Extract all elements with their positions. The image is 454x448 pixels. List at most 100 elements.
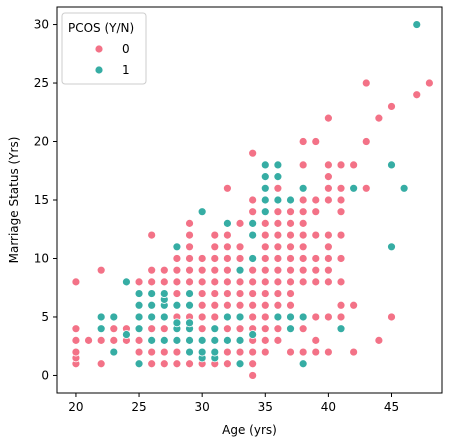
data-point-pcos-0 — [323, 230, 333, 240]
data-point-pcos-0 — [336, 254, 346, 263]
data-point-pcos-0 — [298, 207, 308, 217]
data-point-pcos-0 — [248, 347, 258, 357]
data-point-pcos-0 — [159, 265, 169, 275]
data-point-pcos-0 — [273, 289, 283, 298]
data-point-pcos-0 — [210, 254, 220, 263]
data-point-pcos-1 — [134, 312, 144, 322]
data-point-pcos-1 — [387, 160, 396, 170]
y-axis-label: Marriage Status (Yrs) — [7, 137, 21, 264]
data-point-pcos-0 — [147, 347, 157, 357]
data-point-pcos-1 — [223, 218, 232, 228]
data-point-pcos-0 — [286, 277, 295, 287]
data-point-pcos-1 — [210, 324, 220, 334]
data-point-pcos-0 — [273, 218, 283, 228]
data-point-pcos-1 — [185, 318, 194, 328]
data-point-pcos-0 — [84, 335, 93, 345]
data-point-pcos-0 — [311, 335, 321, 345]
data-point-pcos-1 — [185, 347, 194, 357]
data-point-pcos-1 — [235, 335, 245, 345]
y-axis-ticks: 0 5 10 15 20 25 30 — [34, 18, 57, 382]
legend: PCOS (Y/N) 0 1 — [61, 12, 147, 85]
data-point-pcos-0 — [349, 300, 359, 310]
y-tick-label: 5 — [41, 310, 49, 324]
data-point-pcos-0 — [197, 265, 207, 275]
x-tick-label: 20 — [68, 400, 83, 414]
data-point-pcos-0 — [323, 160, 333, 170]
data-point-pcos-0 — [311, 230, 321, 240]
data-point-pcos-0 — [311, 347, 321, 357]
data-point-pcos-1 — [210, 335, 220, 345]
data-point-pcos-1 — [260, 183, 270, 193]
data-point-pcos-0 — [235, 242, 245, 252]
data-point-pcos-1 — [147, 312, 157, 322]
data-point-pcos-0 — [248, 371, 258, 380]
data-point-pcos-1 — [172, 300, 182, 310]
data-point-pcos-0 — [311, 265, 321, 275]
data-point-pcos-0 — [134, 335, 144, 345]
data-point-pcos-0 — [323, 277, 333, 287]
data-point-pcos-0 — [298, 160, 308, 170]
data-point-pcos-1 — [159, 289, 169, 298]
data-point-pcos-1 — [273, 160, 283, 170]
data-point-pcos-0 — [361, 78, 371, 88]
data-point-pcos-0 — [223, 359, 232, 369]
data-point-pcos-1 — [134, 289, 144, 298]
data-point-pcos-0 — [361, 183, 371, 193]
data-point-pcos-0 — [273, 254, 283, 263]
data-point-pcos-0 — [323, 254, 333, 263]
data-point-pcos-1 — [336, 324, 346, 334]
data-point-pcos-1 — [134, 324, 144, 334]
data-point-pcos-0 — [336, 230, 346, 240]
data-point-pcos-0 — [223, 277, 232, 287]
data-point-pcos-0 — [223, 254, 232, 263]
data-point-pcos-0 — [298, 137, 308, 146]
data-point-pcos-0 — [71, 347, 81, 357]
data-point-pcos-0 — [412, 90, 422, 100]
data-point-pcos-0 — [210, 289, 220, 298]
data-point-pcos-0 — [298, 218, 308, 228]
data-point-pcos-0 — [311, 207, 321, 217]
data-point-pcos-0 — [336, 183, 346, 193]
data-point-pcos-0 — [109, 335, 119, 345]
x-tick-label: 35 — [258, 400, 273, 414]
data-point-pcos-1 — [96, 312, 106, 322]
data-point-pcos-0 — [273, 183, 283, 193]
data-point-pcos-0 — [323, 183, 333, 193]
data-point-pcos-0 — [210, 265, 220, 275]
data-point-pcos-0 — [223, 347, 232, 357]
data-point-pcos-1 — [235, 359, 245, 369]
data-point-pcos-0 — [336, 195, 346, 205]
data-point-pcos-0 — [147, 277, 157, 287]
y-tick-label: 25 — [34, 76, 49, 90]
data-point-pcos-0 — [286, 347, 295, 357]
data-point-pcos-0 — [96, 265, 106, 275]
data-point-pcos-0 — [336, 207, 346, 217]
y-tick-label: 15 — [34, 193, 49, 207]
legend-title: PCOS (Y/N) — [68, 21, 134, 35]
data-point-pcos-0 — [172, 254, 182, 263]
data-point-pcos-1 — [159, 335, 169, 345]
data-point-pcos-0 — [235, 347, 245, 357]
data-point-pcos-0 — [223, 242, 232, 252]
data-point-pcos-0 — [260, 347, 270, 357]
data-point-pcos-0 — [185, 277, 194, 287]
data-point-pcos-0 — [197, 312, 207, 322]
data-point-pcos-0 — [197, 254, 207, 263]
data-point-pcos-0 — [248, 195, 258, 205]
data-point-pcos-0 — [260, 230, 270, 240]
data-point-pcos-1 — [248, 330, 258, 339]
data-point-pcos-1 — [286, 324, 295, 334]
data-point-pcos-0 — [273, 277, 283, 287]
data-point-pcos-1 — [197, 207, 207, 217]
data-point-pcos-0 — [197, 289, 207, 298]
data-point-pcos-0 — [71, 335, 81, 345]
data-point-pcos-0 — [185, 265, 194, 275]
data-point-pcos-0 — [273, 300, 283, 310]
data-point-pcos-0 — [260, 254, 270, 263]
data-point-pcos-0 — [235, 300, 245, 310]
data-point-pcos-0 — [210, 230, 220, 240]
data-point-pcos-0 — [336, 312, 346, 322]
data-point-pcos-0 — [298, 324, 308, 334]
data-point-pcos-0 — [349, 160, 359, 170]
data-point-pcos-1 — [147, 289, 157, 298]
